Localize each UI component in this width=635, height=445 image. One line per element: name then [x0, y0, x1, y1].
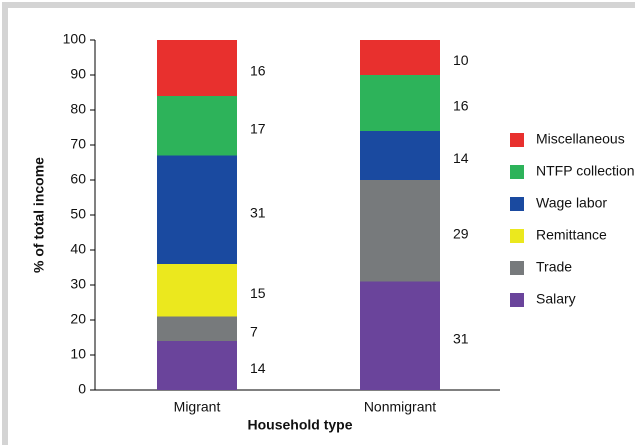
value-label: 31 [250, 204, 266, 220]
bar-segment [360, 75, 440, 131]
y-tick-label: 0 [78, 381, 86, 397]
legend-label: Trade [536, 259, 572, 275]
y-tick-label: 30 [70, 276, 86, 292]
legend-label: Miscellaneous [536, 131, 625, 147]
y-tick-label: 40 [70, 241, 86, 257]
legend-swatch [510, 165, 524, 179]
y-tick-label: 70 [70, 136, 86, 152]
value-label: 14 [250, 360, 266, 376]
y-tick-label: 90 [70, 66, 86, 82]
legend-label: NTFP collection [536, 163, 635, 179]
legend-swatch [510, 293, 524, 307]
value-label: 7 [250, 323, 258, 339]
y-axis-title: % of total income [31, 157, 47, 273]
value-label: 14 [453, 150, 469, 166]
bar-segment [157, 155, 237, 264]
y-tick-label: 80 [70, 101, 86, 117]
bar-segment [360, 40, 440, 75]
x-tick-label: Migrant [174, 399, 221, 415]
bar-segment [360, 131, 440, 180]
value-label: 29 [453, 225, 469, 241]
y-tick-label: 100 [63, 31, 87, 47]
bar-segment [157, 341, 237, 390]
bar-segment [360, 281, 440, 390]
value-label: 31 [453, 330, 469, 346]
y-tick-label: 50 [70, 206, 86, 222]
legend-swatch [510, 197, 524, 211]
x-tick-label: Nonmigrant [364, 399, 436, 415]
bar-segment [360, 180, 440, 282]
y-tick-label: 60 [70, 171, 86, 187]
y-tick-label: 20 [70, 311, 86, 327]
value-label: 15 [250, 285, 266, 301]
bar-segment [157, 264, 237, 317]
bar-segment [157, 316, 237, 341]
value-label: 17 [250, 120, 266, 136]
value-label: 16 [453, 98, 469, 114]
legend-label: Salary [536, 291, 576, 307]
bar-segment [157, 96, 237, 156]
y-tick-label: 10 [70, 346, 86, 362]
bar-segment [157, 40, 237, 96]
legend-swatch [510, 261, 524, 275]
value-label: 16 [250, 63, 266, 79]
value-label: 10 [453, 52, 469, 68]
x-axis-title: Household type [247, 417, 352, 433]
legend-label: Wage labor [536, 195, 607, 211]
legend-swatch [510, 229, 524, 243]
legend-swatch [510, 133, 524, 147]
legend-label: Remittance [536, 227, 607, 243]
